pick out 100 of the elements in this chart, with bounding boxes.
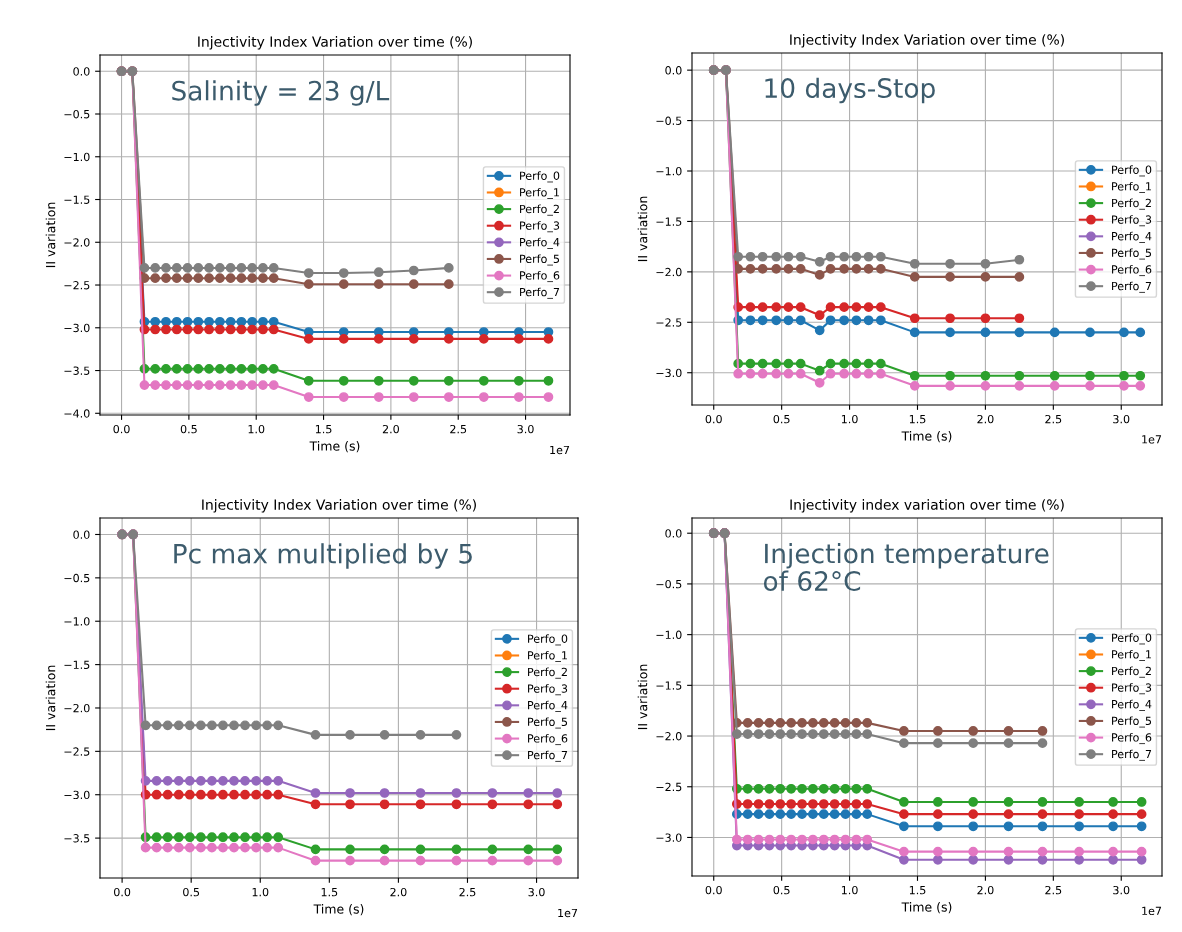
x-tick-label: 2.5 <box>1045 885 1062 895</box>
legend-label: Perfo_3 <box>1112 215 1152 227</box>
legend-label: Perfo_0 <box>1112 165 1152 177</box>
y-tick-label: −3.5 <box>64 366 90 375</box>
legend-label: Perfo_6 <box>1112 733 1152 745</box>
x-tick-label: 0.5 <box>773 885 790 895</box>
legend-label: Perfo_5 <box>520 254 560 266</box>
y-tick-label: −2.0 <box>64 238 90 247</box>
chart-title: Injectivity Index Variation over time (%) <box>202 499 476 513</box>
legend-label: Perfo_4 <box>520 237 560 249</box>
chart-title: Injectivity Index Variation over time (%) <box>198 36 472 50</box>
legend-label: Perfo_6 <box>528 734 568 746</box>
legend-label: Perfo_2 <box>1112 198 1151 210</box>
x-tick-label: 2.0 <box>977 885 994 895</box>
annotation: Injection temperature of 62°C <box>763 543 1049 592</box>
y-tick-label: 0.0 <box>73 530 90 539</box>
legend-label: Perfo_7 <box>520 287 560 299</box>
x-tick-label: 3.0 <box>528 887 545 897</box>
text: 1e7 <box>1142 906 1162 916</box>
legend-label: Perfo_0 <box>528 634 568 646</box>
y-tick-label: −2.5 <box>64 281 90 290</box>
x-tick-label: 2.0 <box>382 424 399 434</box>
legend-label: Perfo_5 <box>528 717 568 729</box>
x-tick-label: 0.0 <box>705 414 722 424</box>
legend-label: Perfo_4 <box>1112 231 1152 243</box>
x-tick-label: 0.5 <box>183 887 200 897</box>
chart-title: Injectivity Index Variation over time (%) <box>790 34 1064 48</box>
legend-label: Perfo_2 <box>520 204 559 216</box>
legend-label: Perfo_7 <box>1112 749 1152 761</box>
y-tick-label: −2.5 <box>656 782 682 792</box>
text: 1e7 <box>1142 435 1162 444</box>
y-tick-label: −2.0 <box>656 267 682 277</box>
y-tick-label: −0.5 <box>656 579 682 589</box>
y-tick-label: −1.0 <box>64 617 90 626</box>
legend-label: Perfo_4 <box>528 700 568 712</box>
legend-label: Perfo_6 <box>1112 265 1152 277</box>
y-tick-label: −3.5 <box>64 834 90 843</box>
y-axis-title: II variation <box>45 202 56 268</box>
x-tick-label: 3.0 <box>1113 414 1130 424</box>
y-tick-label: −1.5 <box>64 660 90 669</box>
x-tick-label: 3.0 <box>517 424 534 434</box>
y-tick-label: −0.5 <box>64 109 90 119</box>
legend-label: Perfo_6 <box>520 271 560 283</box>
x-axis-title: Time (s) <box>313 904 364 916</box>
y-axis-title: II variation <box>45 665 56 731</box>
legend-label: Perfo_3 <box>520 221 560 233</box>
x-tick-label: 0.5 <box>180 424 197 434</box>
legend-label: Perfo_7 <box>528 750 568 762</box>
legend-label: Perfo_2 <box>528 667 567 679</box>
x-tick-label: 1.0 <box>252 887 269 897</box>
x-tick-label: 1.0 <box>248 424 265 434</box>
x-tick-label: 1.5 <box>321 888 338 897</box>
text: 1e7 <box>550 445 570 455</box>
x-tick-label: 1.5 <box>315 425 332 434</box>
x-tick-label: 2.5 <box>1045 414 1062 424</box>
y-tick-label: 0.0 <box>73 67 90 76</box>
x-axis-title: Time (s) <box>901 902 952 914</box>
y-tick-label: 0.0 <box>665 529 682 538</box>
x-tick-label: 1.0 <box>841 414 858 424</box>
y-tick-label: −3.0 <box>656 833 682 842</box>
legend-label: Perfo_0 <box>520 171 560 183</box>
x-tick-label: 2.5 <box>459 887 476 897</box>
annotation: Pc max multiplied by 5 <box>174 543 472 569</box>
x-tick-label: 2.0 <box>390 887 407 897</box>
y-tick-label: −1.0 <box>656 630 682 640</box>
x-tick-label: 3.0 <box>1113 885 1130 895</box>
x-tick-label: 1.0 <box>841 885 858 895</box>
chart-title: Injectivity index variation over time (%) <box>790 499 1064 513</box>
legend-label: Perfo_3 <box>1112 683 1152 695</box>
y-tick-label: −0.5 <box>656 116 682 125</box>
x-tick-label: 2.5 <box>450 424 467 434</box>
y-tick-label: −1.5 <box>64 195 90 204</box>
legend-label: Perfo_2 <box>1112 666 1151 678</box>
legend-label: Perfo_5 <box>1112 248 1152 260</box>
y-tick-label: −1.5 <box>656 681 682 690</box>
legend-label: Perfo_1 <box>520 187 559 199</box>
text: 1e7 <box>558 908 578 918</box>
y-tick-label: −2.5 <box>656 318 682 327</box>
x-tick-label: 0.0 <box>113 424 130 434</box>
x-tick-label: 2.0 <box>977 414 994 424</box>
legend-label: Perfo_1 <box>528 650 567 662</box>
y-tick-label: −1.5 <box>656 217 682 226</box>
y-tick-label: −3.0 <box>64 790 90 800</box>
y-tick-label: −0.5 <box>64 573 90 583</box>
annotation: 10 days-Stop <box>765 77 935 104</box>
legend-label: Perfo_5 <box>1112 716 1152 728</box>
y-tick-label: −3.0 <box>64 323 90 333</box>
annotation: Salinity = 23 g/L <box>172 80 390 106</box>
y-tick-label: −1.0 <box>656 166 682 176</box>
y-tick-label: −2.0 <box>64 703 90 713</box>
legend-label: Perfo_4 <box>1112 699 1152 711</box>
x-tick-label: 0.0 <box>114 887 131 897</box>
x-axis-title: Time (s) <box>901 431 952 443</box>
legend-label: Perfo_3 <box>528 684 568 696</box>
legend-label: Perfo_1 <box>1112 649 1151 661</box>
y-axis-title: II variation <box>637 196 648 262</box>
x-tick-label: 1.5 <box>909 415 926 424</box>
x-tick-label: 1.5 <box>909 886 926 895</box>
y-tick-label: −2.5 <box>64 747 90 756</box>
y-tick-label: −2.0 <box>656 732 682 741</box>
